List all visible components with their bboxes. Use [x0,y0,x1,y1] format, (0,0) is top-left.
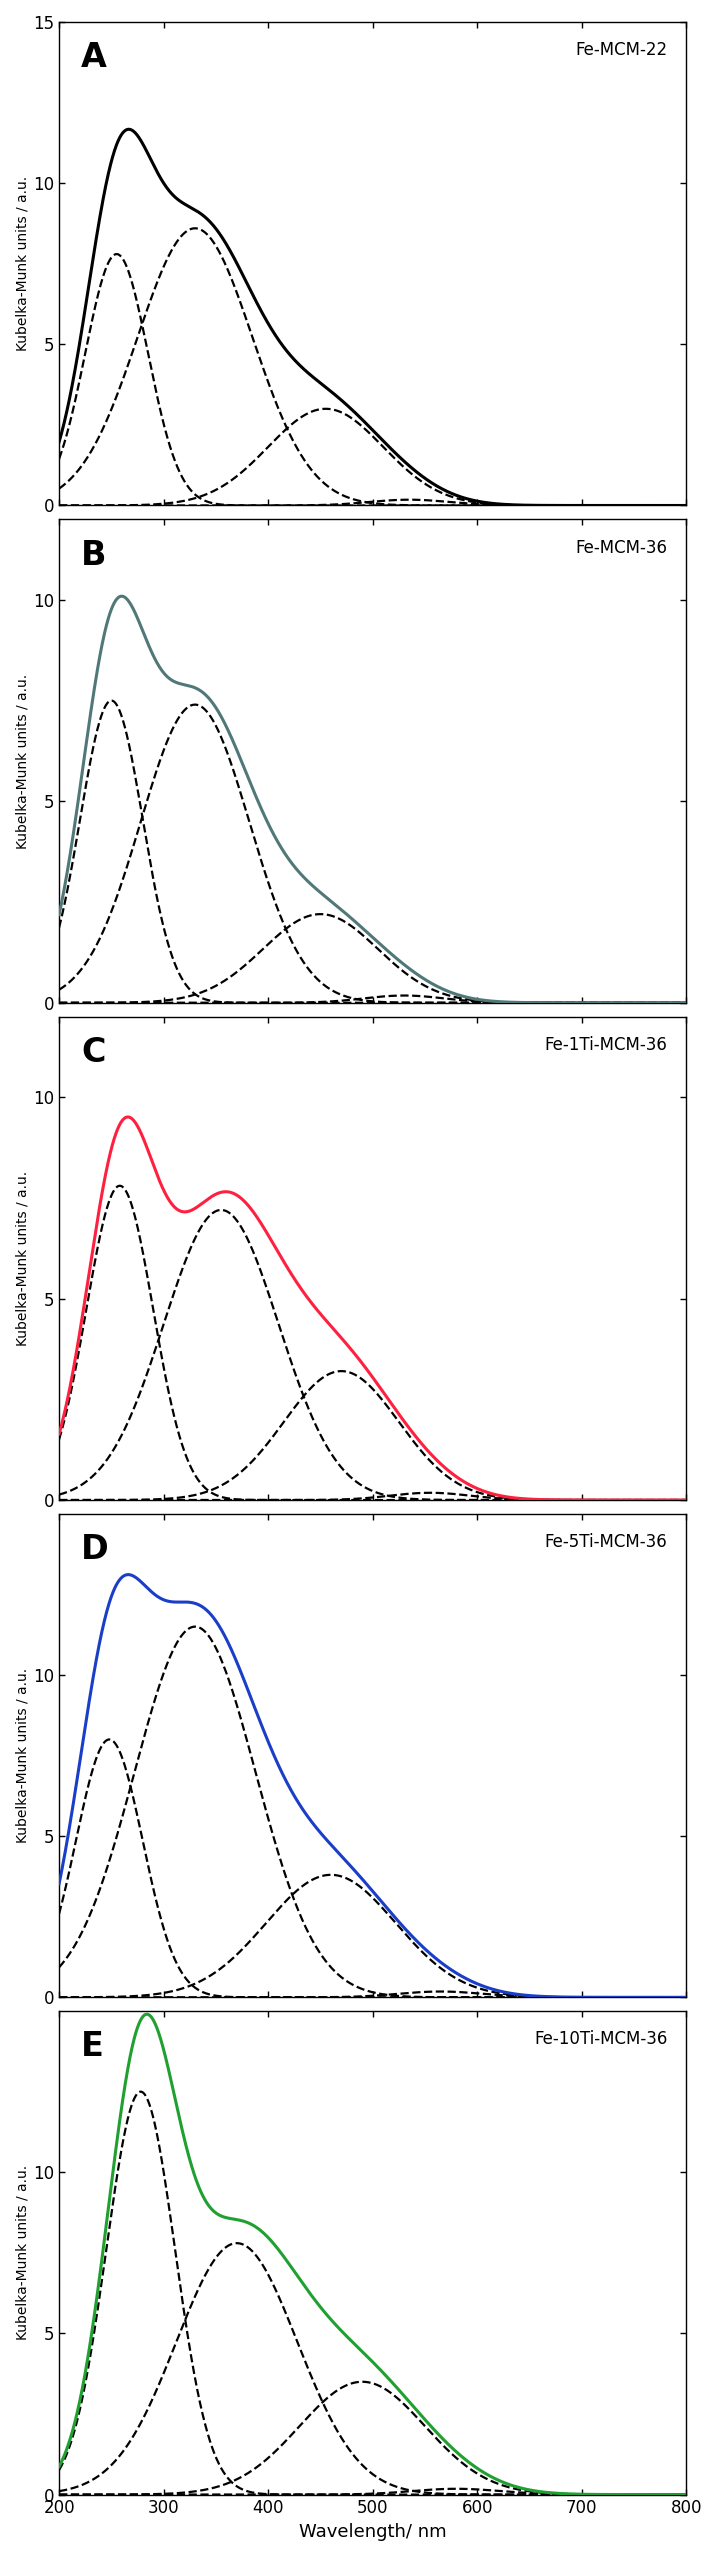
X-axis label: Wavelength/ nm: Wavelength/ nm [299,2523,447,2541]
Text: Fe-5Ti-MCM-36: Fe-5Ti-MCM-36 [545,1534,668,1551]
Text: B: B [81,539,107,573]
Y-axis label: Kubelka-Munk units / a.u.: Kubelka-Munk units / a.u. [15,672,29,849]
Text: Fe-MCM-36: Fe-MCM-36 [576,539,668,557]
Text: Fe-1Ti-MCM-36: Fe-1Ti-MCM-36 [545,1035,668,1053]
Text: Fe-10Ti-MCM-36: Fe-10Ti-MCM-36 [534,2029,668,2047]
Y-axis label: Kubelka-Munk units / a.u.: Kubelka-Munk units / a.u. [15,2165,29,2341]
Y-axis label: Kubelka-Munk units / a.u.: Kubelka-Munk units / a.u. [15,1171,29,1347]
Text: D: D [81,1534,109,1567]
Text: A: A [81,41,107,74]
Text: E: E [81,2029,104,2063]
Y-axis label: Kubelka-Munk units / a.u.: Kubelka-Munk units / a.u. [15,1669,29,1843]
Y-axis label: Kubelka-Munk units / a.u.: Kubelka-Munk units / a.u. [15,176,29,350]
Text: Fe-MCM-22: Fe-MCM-22 [575,41,668,59]
Text: C: C [81,1035,105,1068]
